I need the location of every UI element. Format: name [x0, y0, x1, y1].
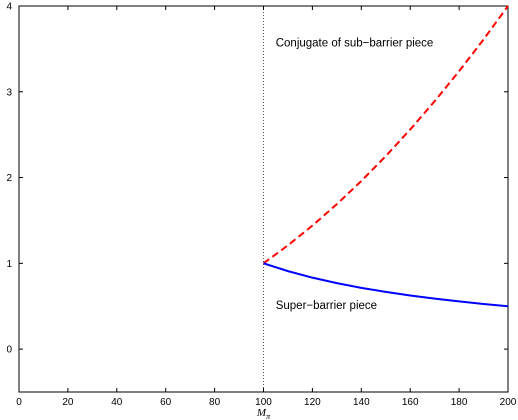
series-line-dashed [262, 5, 509, 265]
annotation-0: Conjugate of sub−barrier piece [276, 37, 434, 49]
axes [18, 5, 509, 393]
y-tick-label: 1 [6, 259, 12, 270]
y-tick-label: 0 [6, 345, 12, 356]
y-tick-label: 2 [6, 173, 12, 184]
series-layer [262, 5, 509, 308]
x-tick-label: 140 [353, 397, 370, 408]
x-axis-label: Mπ [256, 407, 271, 420]
x-tick-label: 200 [500, 397, 517, 408]
x-tick-label: 20 [62, 397, 74, 408]
x-tick-label: 180 [451, 397, 468, 408]
x-axis-label-main: M [256, 407, 267, 419]
annotations: Conjugate of sub−barrier piece Super−barr… [276, 37, 434, 311]
y-tick-label: 4 [6, 2, 12, 13]
x-tick-label: 60 [160, 397, 172, 408]
x-tick-label: 120 [304, 397, 321, 408]
x-tick-label: 0 [16, 397, 22, 408]
annotation-1: Super−barrier piece [276, 300, 377, 312]
series-line-solid [263, 262, 509, 308]
x-axis-label-sub: π [266, 412, 271, 420]
y-tick-label: 3 [6, 87, 12, 98]
x-tick-label: 80 [209, 397, 221, 408]
ticks: 0 20 40 60 80 100 120 140 160 180 200 0 1 2 3 4 [6, 2, 516, 409]
x-tick-label: 40 [111, 397, 123, 408]
x-tick-label: 100 [255, 397, 272, 408]
x-tick-label: 160 [402, 397, 419, 408]
